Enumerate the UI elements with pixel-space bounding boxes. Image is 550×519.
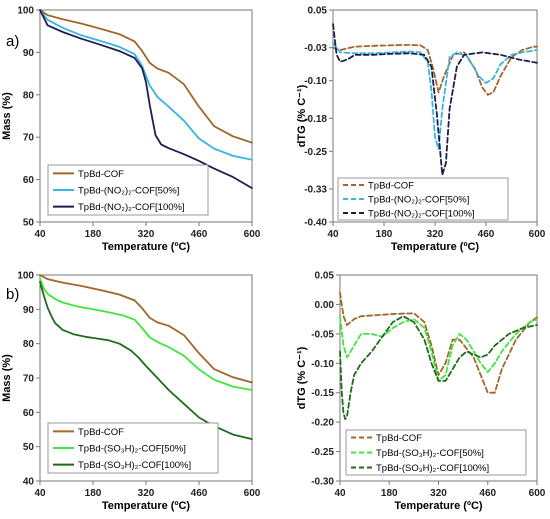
y-tick-label: -0.05 — [311, 329, 334, 340]
legend-entry: TpBd-(NO₂)₂-COF[100%] — [368, 209, 475, 220]
legend: TpBd-COF TpBd-(SO₃H)₂-COF[50%] TpBd-(SO₃H)… — [47, 422, 219, 474]
legend-entry: TpBd-COF — [78, 169, 124, 180]
series-line-1 — [332, 44, 538, 96]
legend-box — [337, 177, 509, 221]
x-tick-label: 600 — [244, 488, 261, 499]
y-tick-label: -0.40 — [304, 218, 327, 229]
x-tick-label: 460 — [478, 229, 495, 240]
x-tick-label: 180 — [85, 229, 102, 240]
y-tick-label: 0.05 — [308, 6, 328, 17]
y-tick-label: 80 — [23, 90, 35, 101]
chart-panel-4: 0.05 0.00 -0.05 -0.10 -0.15 -0.20 -0.25 -0.3040… — [296, 271, 546, 513]
y-tick-label: 70 — [23, 374, 35, 385]
x-tick-label: 40 — [34, 229, 46, 240]
series-line-3 — [332, 23, 538, 176]
x-tick-label: 600 — [529, 229, 546, 240]
x-axis-label: Temperature (ºC) — [391, 241, 479, 253]
x-tick-label: 320 — [138, 229, 155, 240]
y-axis-label: dTG (% C⁻¹) — [296, 84, 308, 147]
y-tick-label: -0.18 — [304, 114, 327, 125]
series-line-1 — [339, 291, 538, 394]
series-line-1 — [39, 9, 253, 144]
panel-label: a) — [6, 33, 19, 50]
legend-entry: TpBd-(SO₃H)₂-COF[50%] — [376, 448, 484, 459]
y-tick-label: -0.30 — [311, 477, 334, 488]
y-tick-label: 90 — [23, 48, 35, 59]
legend-entry: TpBd-(SO₃H)₂-COF[100%] — [376, 463, 489, 474]
y-tick-label: 70 — [23, 133, 35, 144]
y-tick-label: 100 — [17, 6, 34, 17]
y-axis-label: dTG (% C⁻¹) — [296, 346, 308, 409]
y-tick-label: 100 — [17, 271, 34, 282]
chart-panel-3: b) 40 50 60 70 80 90 100 40 180 320 460 600 Temperatu… — [1, 271, 261, 513]
legend-entry: TpBd-(NO₂)₂-COF[100%] — [78, 202, 185, 213]
series-line-2 — [39, 9, 253, 161]
x-tick-label: 180 — [376, 229, 393, 240]
series-line-3 — [39, 9, 253, 189]
x-tick-label: 320 — [430, 488, 447, 499]
panel-label: b) — [6, 286, 19, 303]
y-tick-label: 40 — [23, 477, 35, 488]
series-line-2 — [332, 42, 538, 150]
y-axis-label: Mass (%) — [1, 92, 13, 140]
legend-entry: TpBd-(SO₃H)₂-COF[100%] — [78, 460, 191, 471]
x-tick-label: 40 — [34, 488, 46, 499]
legend-entry: TpBd-COF — [368, 181, 414, 192]
legend-entry: TpBd-(SO₃H)₂-COF[50%] — [78, 444, 186, 455]
y-tick-label: 0.05 — [315, 271, 335, 282]
chart-panel-1: a) 50 60 70 80 90 100 40 180 320 460 600 Temperature… — [1, 6, 261, 254]
y-tick-label: 80 — [23, 339, 35, 350]
x-axis-label: Temperature (ºC) — [102, 241, 190, 253]
series-line-3 — [39, 281, 253, 440]
legend-entry: TpBd-COF — [78, 427, 124, 438]
legend: TpBd-COF TpBd-(NO₂)₂-COF[50%] TpBd-(NO₂)₂-… — [337, 177, 509, 221]
series-line-1 — [39, 274, 253, 384]
y-tick-label: -0.10 — [311, 359, 334, 370]
y-axis-label: Mass (%) — [1, 354, 13, 402]
x-tick-label: 460 — [191, 488, 208, 499]
x-tick-label: 600 — [529, 488, 546, 499]
legend-entry: TpBd-(NO₂)₂-COF[50%] — [368, 195, 469, 206]
y-tick-label: -0.15 — [311, 388, 334, 399]
y-tick-label: 60 — [23, 175, 35, 186]
x-tick-label: 460 — [479, 488, 496, 499]
x-tick-label: 600 — [244, 229, 261, 240]
x-tick-label: 320 — [427, 229, 444, 240]
series-line-2 — [39, 277, 253, 391]
series-line-2 — [339, 315, 538, 382]
y-tick-label: -0.25 — [304, 147, 327, 158]
y-tick-label: 0.00 — [315, 300, 335, 311]
x-tick-label: 40 — [334, 488, 346, 499]
y-tick-label: 90 — [23, 305, 35, 316]
legend-entry: TpBd-(NO₂)₂-COF[50%] — [78, 186, 179, 197]
legend-box — [47, 164, 209, 216]
legend-box — [47, 422, 219, 474]
legend-entry: TpBd-COF — [376, 433, 422, 444]
x-tick-label: 460 — [191, 229, 208, 240]
x-axis-label: Temperature (ºC) — [102, 500, 190, 512]
series-line-3 — [339, 315, 538, 421]
y-tick-label: 50 — [23, 218, 35, 229]
y-tick-label: 60 — [23, 408, 35, 419]
x-tick-label: 180 — [381, 488, 398, 499]
legend: TpBd-COF TpBd-(NO₂)₂-COF[50%] TpBd-(NO₂)₂-… — [47, 164, 209, 216]
y-tick-label: -0.33 — [304, 185, 327, 196]
legend-box — [345, 429, 527, 476]
x-tick-label: 320 — [138, 488, 155, 499]
y-tick-label: -0.10 — [304, 76, 327, 87]
legend: TpBd-COF TpBd-(SO₃H)₂-COF[50%] TpBd-(SO₃H)… — [345, 429, 527, 476]
y-tick-label: -0.25 — [311, 447, 334, 458]
x-tick-label: 180 — [85, 488, 102, 499]
y-tick-label: 50 — [23, 442, 35, 453]
x-tick-label: 40 — [327, 229, 339, 240]
y-tick-label: -0.03 — [304, 43, 327, 54]
y-tick-label: -0.20 — [311, 418, 334, 429]
x-axis-label: Temperature (ºC) — [394, 500, 482, 512]
